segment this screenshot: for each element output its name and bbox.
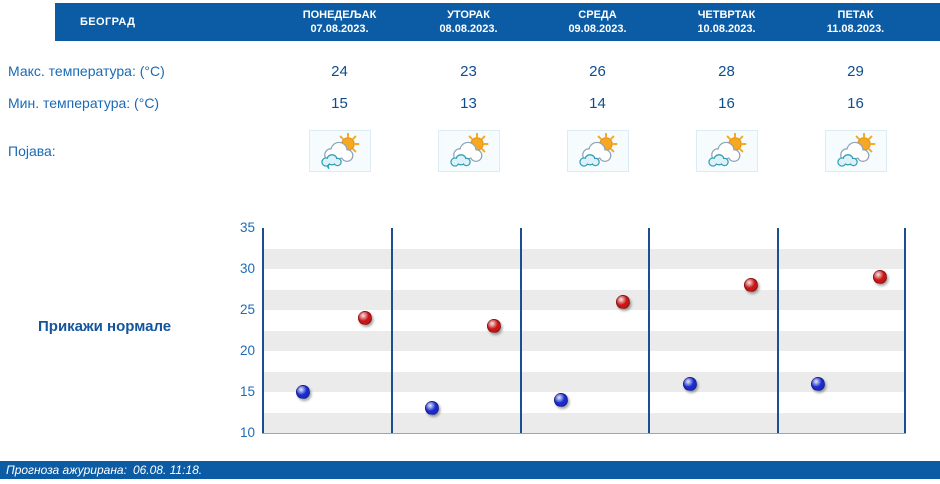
max-temp-value: 28 <box>718 62 735 80</box>
max-temperature-row: Макс. температура: (°C) 24 23 26 28 29 <box>0 58 920 84</box>
min-temp-value: 16 <box>718 94 735 112</box>
min-temp-dot <box>682 376 697 391</box>
y-axis-tick-label: 10 <box>239 425 255 440</box>
y-axis-tick-label: 15 <box>239 384 255 399</box>
chart-band <box>262 371 906 392</box>
chart-plot <box>262 228 906 434</box>
sun-behind-cloud-icon <box>437 130 500 172</box>
y-axis-tick-label: 35 <box>239 220 255 235</box>
show-normals-link[interactable]: Прикажи нормале <box>38 318 172 335</box>
forecast-updated-value: 06.08. 11:18. <box>132 463 203 477</box>
day-header-monday: ПОНЕДЕЉАК 07.08.2023. <box>275 8 404 36</box>
max-temperature-label: Макс. температура: (°C) <box>8 63 165 79</box>
day-date: 09.08.2023. <box>568 23 627 35</box>
max-temp-value: 29 <box>847 62 864 80</box>
sun-behind-rain-cloud-icon <box>308 130 371 172</box>
max-temp-dot <box>744 278 759 293</box>
min-temperature-row: Мин. температура: (°C) 15 13 14 16 16 <box>0 90 920 116</box>
sun-behind-cloud-icon <box>695 130 758 172</box>
chart-day-divider <box>904 228 906 433</box>
min-temp-value: 13 <box>460 94 477 112</box>
y-axis-tick-label: 25 <box>239 302 255 317</box>
max-temp-dot <box>615 294 630 309</box>
chart-day-divider <box>262 228 264 433</box>
day-header-thursday: ЧЕТВРТАК 10.08.2023. <box>662 8 791 36</box>
forecast-header: БЕОГРАД ПОНЕДЕЉАК 07.08.2023. УТОРАК 08.… <box>55 3 940 41</box>
min-temp-value: 14 <box>589 94 606 112</box>
chart-band <box>262 228 906 249</box>
chart-band <box>262 351 906 372</box>
min-temp-value: 15 <box>331 94 348 112</box>
max-temp-value: 24 <box>331 62 348 80</box>
chart-band <box>262 289 906 310</box>
min-temp-dot <box>811 376 826 391</box>
day-date: 08.08.2023. <box>439 23 498 35</box>
day-date: 11.08.2023. <box>826 23 885 35</box>
max-temp-dot <box>873 270 888 285</box>
max-temp-dot <box>486 319 501 334</box>
day-date: 07.08.2023. <box>310 23 369 35</box>
chart-band <box>262 310 906 331</box>
day-name: УТОРАК <box>447 9 490 21</box>
day-header-wednesday: СРЕДА 09.08.2023. <box>533 8 662 36</box>
min-temp-dot <box>425 401 440 416</box>
day-name: ПЕТАК <box>837 9 874 21</box>
phenomenon-label: Појава: <box>8 143 56 159</box>
max-temp-dot <box>358 311 373 326</box>
day-header-tuesday: УТОРАК 08.08.2023. <box>404 8 533 36</box>
forecast-updated-label: Прогноза ажурирана: <box>6 463 127 477</box>
chart-day-divider <box>777 228 780 433</box>
max-temp-value: 23 <box>460 62 477 80</box>
chart-band <box>262 248 906 269</box>
day-date: 10.08.2023. <box>697 23 756 35</box>
min-temp-dot <box>296 385 311 399</box>
day-name: ЧЕТВРТАК <box>697 9 756 21</box>
location-label: БЕОГРАД <box>80 16 136 28</box>
y-axis-tick-label: 20 <box>239 343 255 358</box>
y-axis-tick-label: 30 <box>239 261 255 276</box>
phenomenon-row: Појава: <box>0 124 920 178</box>
chart-band <box>262 412 906 433</box>
sun-behind-cloud-icon <box>566 130 629 172</box>
day-name: ПОНЕДЕЉАК <box>302 9 377 21</box>
min-temperature-label: Мин. температура: (°C) <box>8 95 160 111</box>
min-temp-dot <box>553 393 568 408</box>
chart-day-divider <box>519 228 522 433</box>
footer-bar: Прогноза ажурирана: 06.08. 11:18. <box>0 461 940 479</box>
chart-day-divider <box>648 228 651 433</box>
chart-band <box>262 330 906 351</box>
chart-y-axis: 35 30 25 20 15 10 <box>215 220 255 440</box>
max-temp-value: 26 <box>589 62 606 80</box>
chart-band <box>262 392 906 413</box>
sun-behind-cloud-icon <box>824 130 887 172</box>
day-name: СРЕДА <box>578 9 617 21</box>
chart-band <box>262 269 906 290</box>
day-header-friday: ПЕТАК 11.08.2023. <box>791 8 920 36</box>
min-temp-value: 16 <box>847 94 864 112</box>
chart-day-divider <box>390 228 393 433</box>
